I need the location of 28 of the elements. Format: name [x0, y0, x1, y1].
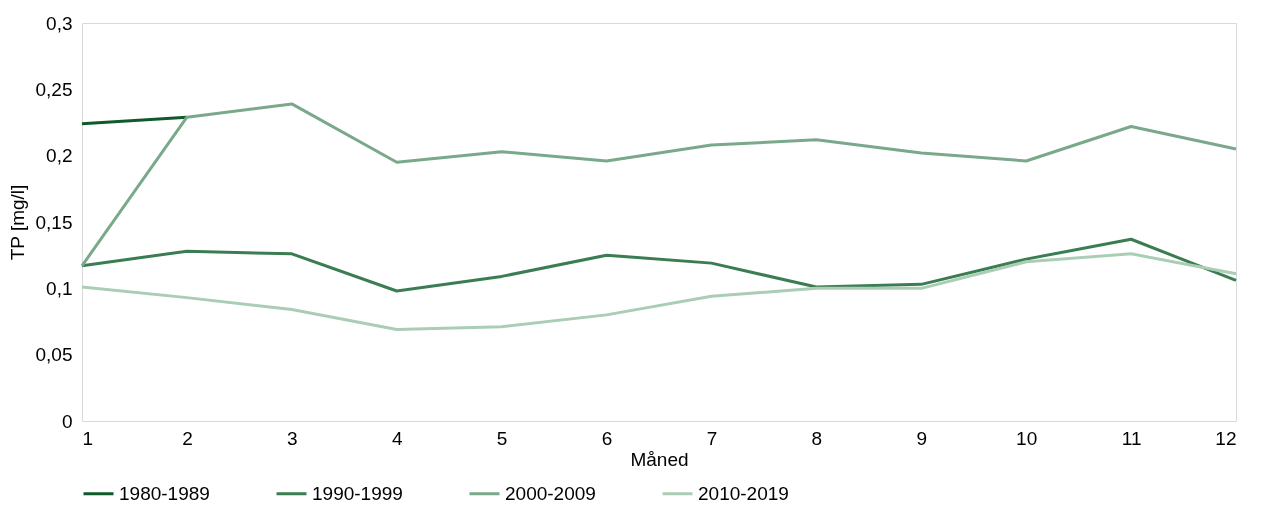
x-tick-label: 8	[811, 427, 823, 449]
line-series	[80, 102, 1238, 268]
legend-label: 1980-1989	[119, 482, 210, 504]
legend-label: 2000-2009	[505, 482, 596, 504]
x-tick-label: 6	[601, 427, 613, 449]
x-axis-title: Måned	[630, 448, 689, 470]
x-tick-label: 4	[391, 427, 403, 449]
legend-label: 1990-1999	[312, 482, 403, 504]
x-tick-label: 12	[1215, 427, 1237, 449]
line-series	[80, 237, 1238, 293]
x-tick-label: 9	[916, 427, 928, 449]
x-tick-label: 2	[182, 427, 193, 449]
y-tick-label: 0,05	[35, 344, 73, 366]
x-tick-label: 7	[706, 427, 718, 449]
x-tick-label: 10	[1016, 427, 1038, 449]
x-tick-label: 3	[287, 427, 298, 449]
x-tick-label: 1	[82, 427, 94, 449]
y-axis-title: TP [mg/l]	[6, 184, 28, 261]
x-tick-label: 5	[496, 427, 508, 449]
line-series	[80, 252, 1238, 331]
y-tick-label: 0,25	[35, 78, 73, 100]
y-tick-label: 0,1	[46, 277, 73, 299]
y-tick-label: 0,3	[46, 12, 73, 34]
legend-label: 2010-2019	[698, 482, 789, 504]
x-tick-label: 11	[1121, 427, 1142, 449]
y-tick-label: 0,2	[46, 145, 73, 167]
y-tick-label: 0	[61, 410, 73, 432]
y-tick-label: 0,15	[35, 211, 73, 233]
